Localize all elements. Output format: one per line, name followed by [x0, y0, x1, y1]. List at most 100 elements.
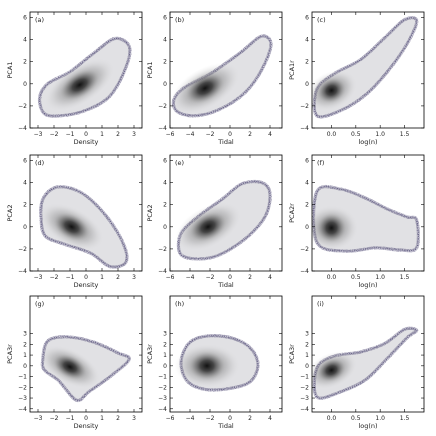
y-tick-label: 0: [23, 81, 27, 88]
panel-8: −6 −4 −2 0 2 4 −4 −3 −2 −1 0 1 2 3 Tidal PCA3r (h): [146, 295, 283, 430]
y-tick-label: 3: [23, 331, 27, 338]
y-tick-label: −2: [18, 384, 27, 391]
x-axis-label: Density: [74, 422, 99, 430]
y-axis-label: PCA1: [146, 61, 154, 78]
x-tick-label: −4: [186, 131, 195, 138]
y-tick-label: −2: [158, 384, 167, 391]
density-core: [184, 71, 226, 105]
x-tick-label: 0.5: [351, 274, 361, 281]
scatter-envelope-edge: [180, 335, 259, 391]
y-tick-label: −3: [18, 395, 27, 402]
axes-frame: [311, 154, 425, 272]
x-tick-label: 4: [268, 131, 272, 138]
y-tick-label: −4: [300, 125, 309, 132]
scatter-envelope-edge: [41, 336, 130, 401]
y-tick-label: 2: [163, 341, 167, 348]
y-axis-label: PCA1: [6, 61, 14, 78]
x-tick-label: −2: [206, 131, 215, 138]
y-tick-label: 0: [305, 81, 309, 88]
panel-letter: (c): [317, 16, 326, 24]
y-tick-label: 6: [305, 158, 309, 165]
panel-letter: (d): [35, 159, 44, 167]
scatter-envelope-edge: [39, 37, 131, 117]
x-tick-label: 0: [228, 274, 232, 281]
y-tick-label: 1: [23, 352, 27, 359]
x-tick-label: −3: [34, 131, 43, 138]
x-tick-label: −4: [186, 415, 195, 422]
y-tick-label: 0: [305, 363, 309, 370]
x-tick-label: 1.0: [375, 415, 385, 422]
y-tick-label: −1: [158, 374, 167, 381]
x-tick-label: 1: [100, 415, 104, 422]
y-tick-label: 0: [163, 363, 167, 370]
x-tick-label: 0: [84, 131, 88, 138]
density-core: [187, 350, 227, 382]
x-tick-label: 2: [248, 415, 252, 422]
y-tick-label: 6: [23, 15, 27, 22]
y-tick-label: 6: [163, 15, 167, 22]
y-tick-label: 2: [163, 59, 167, 66]
panel-letter: (h): [175, 300, 184, 308]
y-tick-label: −1: [300, 374, 309, 381]
x-tick-label: 4: [268, 274, 272, 281]
y-tick-label: −2: [158, 246, 167, 253]
y-tick-label: 0: [305, 224, 309, 231]
axes-frame: [169, 295, 283, 413]
x-tick-label: 3: [132, 131, 136, 138]
x-tick-label: −6: [166, 415, 175, 422]
x-tick-label: 0.5: [351, 415, 361, 422]
y-tick-label: 2: [23, 341, 27, 348]
y-tick-label: 1: [305, 352, 309, 359]
x-tick-label: −6: [166, 274, 175, 281]
x-tick-label: 3: [132, 274, 136, 281]
x-tick-label: 0.5: [351, 131, 361, 138]
y-tick-label: −4: [158, 268, 167, 275]
x-tick-label: −6: [166, 131, 175, 138]
x-tick-label: 0.0: [327, 274, 337, 281]
density-core: [52, 211, 91, 243]
x-axis-label: log(n): [358, 138, 377, 146]
y-tick-label: −4: [158, 406, 167, 413]
y-axis-label: PCA3r: [288, 344, 296, 364]
y-tick-label: −2: [300, 103, 309, 110]
x-tick-label: 0.0: [327, 415, 337, 422]
x-tick-label: 1.0: [375, 131, 385, 138]
x-axis-label: Density: [74, 138, 99, 146]
density-core: [316, 357, 347, 383]
x-axis-label: Tidal: [217, 422, 234, 430]
scatter-envelope-edge: [173, 35, 272, 117]
y-tick-label: 6: [23, 158, 27, 165]
axes-frame: [169, 154, 283, 272]
axes-frame: [311, 11, 425, 129]
x-tick-label: 1.5: [400, 274, 410, 281]
y-tick-label: 4: [23, 180, 27, 187]
y-tick-label: −4: [158, 125, 167, 132]
y-tick-label: −2: [18, 246, 27, 253]
y-tick-label: −2: [300, 246, 309, 253]
y-tick-label: 6: [305, 15, 309, 22]
y-axis-label: PCA3r: [6, 344, 14, 364]
y-tick-label: 2: [23, 59, 27, 66]
x-tick-label: 0: [228, 131, 232, 138]
y-tick-label: −3: [300, 395, 309, 402]
panel-1: −3 −2 −1 0 1 2 3 −4 −2 0 2 4 6 Density PCA1 (a): [6, 11, 143, 146]
panel-4: −3 −2 −1 0 1 2 3 −4 −2 0 2 4 6 Density PCA2 (d): [6, 154, 143, 289]
y-tick-label: 0: [23, 363, 27, 370]
x-tick-label: 2: [116, 131, 120, 138]
panel-letter: (g): [35, 300, 44, 308]
x-axis-label: log(n): [358, 422, 377, 430]
x-tick-label: −2: [206, 415, 215, 422]
y-tick-label: 3: [305, 331, 309, 338]
x-axis-label: Tidal: [217, 138, 234, 146]
panel-6: 0.0 0.5 1.0 1.5 −4 −2 0 2 4 6 log(n) PCA2r (f): [288, 154, 425, 289]
x-tick-label: 0: [84, 415, 88, 422]
y-tick-label: −2: [300, 384, 309, 391]
scatter-envelope-edge: [40, 186, 128, 268]
y-tick-label: 4: [305, 180, 309, 187]
density-core: [52, 352, 88, 381]
y-axis-label: PCA2: [6, 204, 14, 221]
x-tick-label: 1.0: [375, 274, 385, 281]
density-core: [315, 212, 348, 244]
y-tick-label: 2: [305, 59, 309, 66]
